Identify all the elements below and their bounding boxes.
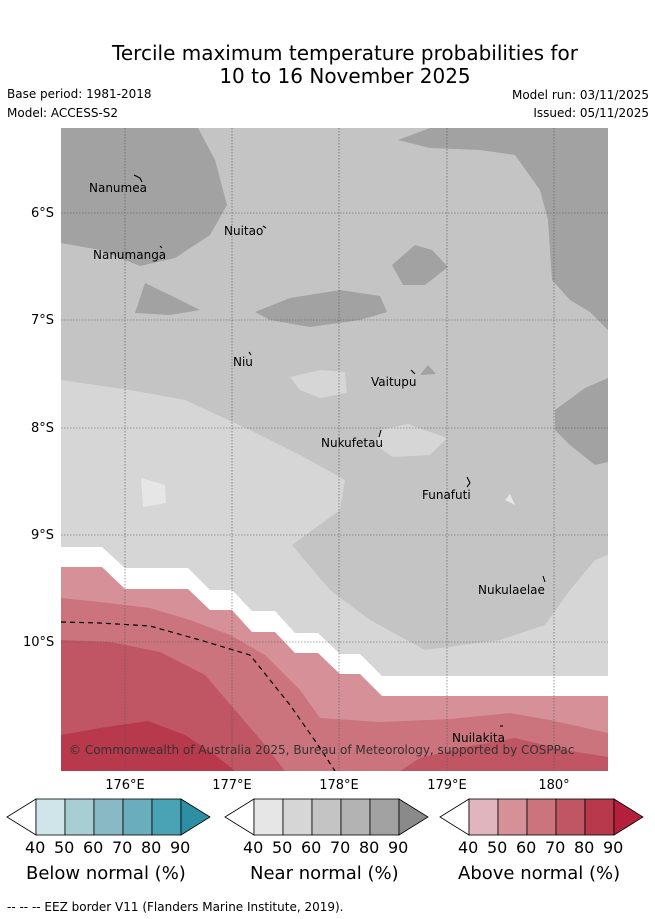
above-colorbar-bin bbox=[555, 798, 586, 836]
near-colorbar-bin bbox=[253, 798, 284, 836]
island-label-nanumanga: Nanumanga bbox=[93, 248, 167, 262]
probability-contours bbox=[61, 128, 608, 771]
model-name: Model: ACCESS-S2 bbox=[7, 106, 119, 120]
map-title-line-1: Tercile maximum temperature probabilitie… bbox=[112, 41, 578, 65]
near-normal-50-60-patch-1 bbox=[290, 370, 347, 398]
issued-date: Issued: 05/11/2025 bbox=[533, 106, 649, 120]
below-colorbar-over bbox=[180, 798, 211, 836]
below-colorbar-bin bbox=[151, 798, 182, 836]
near-colorbar-bin bbox=[311, 798, 342, 836]
lat-label: 8°S bbox=[31, 421, 55, 436]
below-tick-80: 80 bbox=[141, 838, 162, 857]
below-colorbar-bin bbox=[122, 798, 153, 836]
above-tick-50: 50 bbox=[487, 838, 508, 857]
lon-label: 178°E bbox=[319, 778, 359, 793]
below-colorbar-bin bbox=[93, 798, 124, 836]
near-tick-60: 60 bbox=[301, 838, 322, 857]
lon-label: 179°E bbox=[427, 778, 467, 793]
near-normal-70-80-patch-3 bbox=[392, 245, 448, 285]
below-tick-70: 70 bbox=[112, 838, 133, 857]
island-label-nuitao: Nuitao bbox=[224, 224, 264, 238]
model-run: Model run: 03/11/2025 bbox=[511, 88, 649, 102]
near-normal-70-80-north-west bbox=[61, 128, 227, 266]
below-tick-60: 60 bbox=[83, 838, 104, 857]
near-colorbar-over bbox=[398, 798, 429, 836]
near-colorbar-bin bbox=[282, 798, 313, 836]
island-label-nukufetau: Nukufetau bbox=[321, 436, 384, 450]
near-tick-50: 50 bbox=[272, 838, 293, 857]
above-colorbar-bin bbox=[497, 798, 528, 836]
above-tick-90: 90 bbox=[603, 838, 624, 857]
near-normal-70-80-patch-1 bbox=[135, 283, 200, 315]
above-colorbar-bin bbox=[584, 798, 615, 836]
lat-label: 10°S bbox=[23, 635, 55, 650]
near-normal-title: Near normal (%) bbox=[250, 863, 399, 884]
near-normal-70-80-patch-4 bbox=[420, 365, 436, 375]
lat-label: 9°S bbox=[31, 528, 55, 543]
graticule bbox=[61, 128, 608, 771]
island-label-niu: Niu bbox=[233, 355, 253, 369]
island-outlines bbox=[133, 174, 546, 727]
below-normal-title: Below normal (%) bbox=[26, 863, 186, 884]
eez-legend-footer: -- -- -- EEZ border V11 (Flanders Marine… bbox=[7, 900, 344, 914]
above-normal-title: Above normal (%) bbox=[458, 863, 621, 884]
near-normal-40-50-patch bbox=[141, 478, 166, 507]
below-colorbar-bin bbox=[35, 798, 66, 836]
copyright-notice: © Commonwealth of Australia 2025, Bureau… bbox=[69, 743, 575, 757]
below-tick-50: 50 bbox=[54, 838, 75, 857]
near-colorbar-bin bbox=[340, 798, 371, 836]
above-tick-80: 80 bbox=[574, 838, 595, 857]
near-normal-70-80-north-east bbox=[398, 128, 608, 330]
below-tick-40: 40 bbox=[25, 838, 46, 857]
lat-label: 6°S bbox=[31, 206, 55, 221]
above-normal-60-70-region-east bbox=[400, 738, 608, 771]
island-label-nuilakita: Nuilakita bbox=[452, 731, 505, 745]
lat-label: 7°S bbox=[31, 313, 55, 328]
below-colorbar-under bbox=[6, 798, 37, 836]
above-colorbar-over bbox=[613, 798, 644, 836]
island-label-nanumea: Nanumea bbox=[89, 181, 147, 195]
above-normal-70-80-region bbox=[61, 721, 235, 771]
near-tick-40: 40 bbox=[243, 838, 264, 857]
colorbar-swatches bbox=[6, 798, 644, 836]
near-normal-colorbar bbox=[224, 798, 429, 836]
near-normal-70-80-patch-2 bbox=[255, 290, 387, 327]
lon-label: 177°E bbox=[212, 778, 252, 793]
lon-label: 176°E bbox=[105, 778, 145, 793]
near-colorbar-under bbox=[224, 798, 255, 836]
lon-label: 180° bbox=[538, 778, 570, 793]
island-label-nukulaelae: Nukulaelae bbox=[478, 583, 545, 597]
near-normal-50-60-patch-2 bbox=[375, 424, 447, 457]
above-tick-70: 70 bbox=[545, 838, 566, 857]
near-tick-80: 80 bbox=[359, 838, 380, 857]
eez-border bbox=[61, 621, 336, 771]
below-normal-colorbar bbox=[6, 798, 211, 836]
island-label-vaitupu: Vaitupu bbox=[371, 375, 417, 389]
base-period: Base period: 1981-2018 bbox=[7, 87, 152, 101]
above-normal-colorbar bbox=[439, 798, 644, 836]
below-colorbar-bin bbox=[64, 798, 95, 836]
map-title-line-2: 10 to 16 November 2025 bbox=[219, 64, 471, 88]
near-normal-70-80-east bbox=[555, 378, 608, 465]
below-tick-90: 90 bbox=[170, 838, 191, 857]
above-tick-60: 60 bbox=[516, 838, 537, 857]
above-colorbar-under bbox=[439, 798, 470, 836]
above-colorbar-bin bbox=[526, 798, 557, 836]
near-tick-70: 70 bbox=[330, 838, 351, 857]
island-label-funafuti: Funafuti bbox=[422, 488, 471, 502]
above-tick-40: 40 bbox=[458, 838, 479, 857]
above-colorbar-bin bbox=[468, 798, 499, 836]
near-normal-40-50-patch-2 bbox=[505, 494, 515, 505]
near-tick-90: 90 bbox=[388, 838, 409, 857]
near-colorbar-bin bbox=[369, 798, 400, 836]
